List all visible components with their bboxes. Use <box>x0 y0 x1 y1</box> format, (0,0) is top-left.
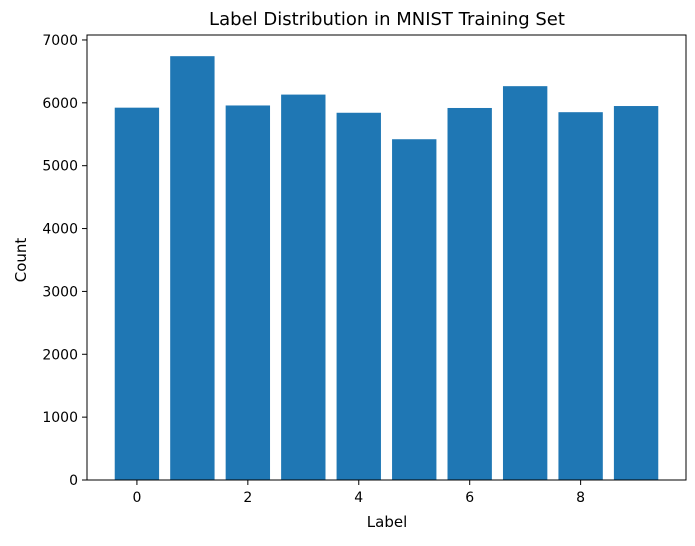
bar-label-9 <box>613 106 659 480</box>
y-axis-label: Count <box>12 238 30 283</box>
x-tick-label: 4 <box>354 490 363 506</box>
bar-label-4 <box>336 112 381 480</box>
y-tick-label: 5000 <box>42 159 78 175</box>
bar-label-6 <box>447 107 492 480</box>
x-axis-label: Label <box>367 513 407 531</box>
chart-title: Label Distribution in MNIST Training Set <box>209 9 565 30</box>
bar-label-7 <box>502 86 548 481</box>
plot-area <box>86 34 687 481</box>
y-axis: 0 1000 2000 3000 4000 5000 6000 7000 <box>42 33 87 489</box>
bar-label-8 <box>558 112 603 480</box>
y-tick-label: 7000 <box>42 33 78 49</box>
x-tick-label: 2 <box>243 490 252 506</box>
bar-label-1 <box>170 56 215 481</box>
bar-label-2 <box>225 105 271 480</box>
axes-frame <box>86 34 687 481</box>
bar-label-5 <box>392 139 437 481</box>
y-tick-label: 1000 <box>42 410 78 426</box>
x-tick-label: 8 <box>576 490 585 506</box>
y-tick-label: 6000 <box>42 96 78 112</box>
x-tick-label: 6 <box>465 490 474 506</box>
y-tick-label: 2000 <box>42 347 78 363</box>
y-tick-label: 4000 <box>42 222 78 238</box>
y-tick-label: 3000 <box>42 284 78 300</box>
y-tick-label: 0 <box>69 473 78 489</box>
bar-label-3 <box>281 94 326 480</box>
x-axis: 0 2 4 6 8 <box>132 480 585 506</box>
x-tick-label: 0 <box>132 490 141 506</box>
bar-label-0 <box>114 107 160 481</box>
